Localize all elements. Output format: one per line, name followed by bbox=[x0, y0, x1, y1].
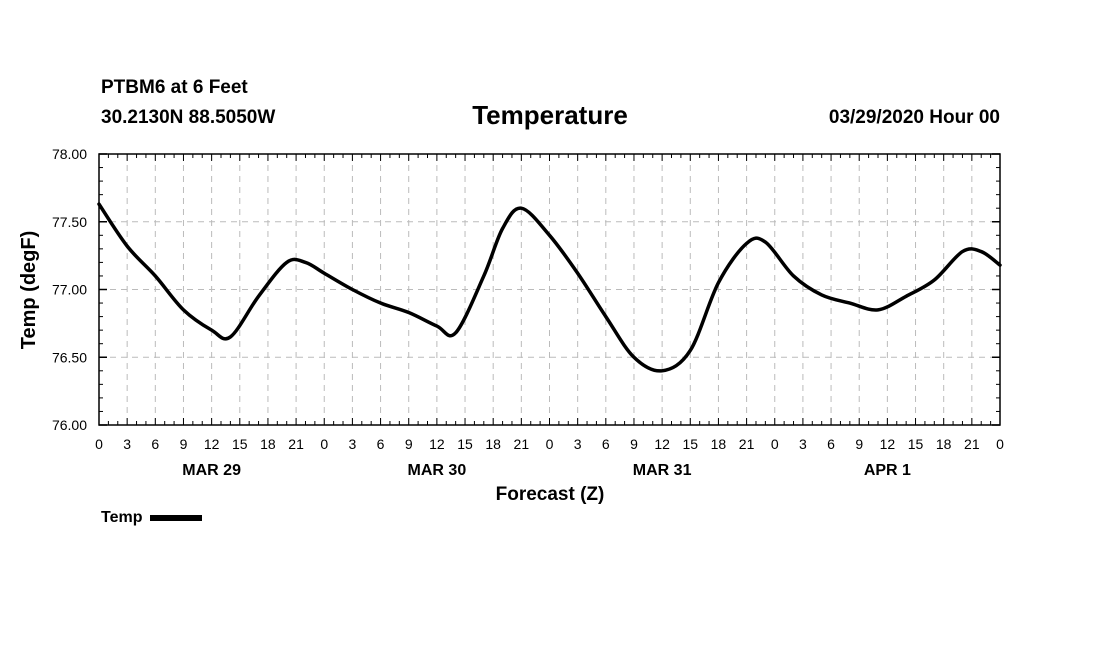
y-tick-label: 76.00 bbox=[52, 417, 87, 433]
x-tick-label: 9 bbox=[180, 436, 188, 452]
x-tick-label: 3 bbox=[574, 436, 582, 452]
x-tick-label: 18 bbox=[936, 436, 952, 452]
x-tick-label: 0 bbox=[546, 436, 554, 452]
x-tick-label: 12 bbox=[429, 436, 445, 452]
day-label: MAR 29 bbox=[182, 462, 241, 479]
x-tick-label: 21 bbox=[514, 436, 530, 452]
x-tick-label: 6 bbox=[827, 436, 835, 452]
chart-title: Temperature bbox=[472, 100, 628, 130]
day-label: APR 1 bbox=[864, 462, 911, 479]
legend-line-swatch bbox=[150, 515, 203, 521]
x-tick-label: 12 bbox=[204, 436, 220, 452]
x-tick-label: 0 bbox=[95, 436, 103, 452]
grid bbox=[99, 154, 1000, 425]
x-tick-label: 21 bbox=[288, 436, 304, 452]
x-tick-label: 21 bbox=[739, 436, 755, 452]
x-axis: 0 3 6 9 12 15 18 21 0 3 6 9 12 15 18 21 0 3 6 9 12 15 18 21 0 3 6 9… bbox=[95, 154, 1004, 452]
x-tick-label: 3 bbox=[799, 436, 807, 452]
forecast-datetime: 03/29/2020 Hour 00 bbox=[828, 107, 1000, 128]
x-tick-label: 12 bbox=[880, 436, 896, 452]
y-tick-label: 76.50 bbox=[52, 349, 87, 365]
x-tick-label: 18 bbox=[260, 436, 276, 452]
y-axis: 76.00 76.50 77.00 77.50 78.00 bbox=[52, 146, 1000, 433]
y-tick-label: 78.00 bbox=[52, 146, 87, 162]
legend-label: Temp bbox=[101, 509, 143, 526]
x-tick-label: 6 bbox=[151, 436, 159, 452]
station-coordinates: 30.2130N 88.5050W bbox=[101, 107, 276, 128]
x-tick-label: 6 bbox=[377, 436, 385, 452]
legend: Temp bbox=[101, 509, 203, 527]
x-tick-label: 18 bbox=[485, 436, 501, 452]
x-tick-label: 6 bbox=[602, 436, 610, 452]
x-tick-label: 15 bbox=[908, 436, 924, 452]
x-tick-label: 15 bbox=[232, 436, 248, 452]
y-axis-label: Temp (degF) bbox=[18, 231, 40, 350]
temp-series-line bbox=[97, 202, 1002, 373]
x-tick-label: 15 bbox=[457, 436, 473, 452]
x-axis-label: Forecast (Z) bbox=[496, 484, 605, 505]
x-tick-label: 9 bbox=[630, 436, 638, 452]
station-name: PTBM6 at 6 Feet bbox=[101, 77, 248, 98]
day-label: MAR 31 bbox=[633, 462, 692, 479]
x-tick-label: 3 bbox=[349, 436, 357, 452]
x-tick-label: 18 bbox=[711, 436, 727, 452]
x-tick-label: 12 bbox=[654, 436, 670, 452]
x-tick-label: 15 bbox=[682, 436, 698, 452]
x-tick-label: 0 bbox=[320, 436, 328, 452]
x-tick-label: 3 bbox=[123, 436, 131, 452]
day-labels: MAR 29 MAR 30 MAR 31 APR 1 bbox=[182, 462, 911, 479]
x-tick-label: 9 bbox=[855, 436, 863, 452]
x-tick-label: 0 bbox=[996, 436, 1004, 452]
x-tick-label: 9 bbox=[405, 436, 413, 452]
x-tick-label: 0 bbox=[771, 436, 779, 452]
y-tick-label: 77.50 bbox=[52, 214, 87, 230]
x-tick-label: 21 bbox=[964, 436, 980, 452]
y-tick-label: 77.00 bbox=[52, 282, 87, 298]
day-label: MAR 30 bbox=[408, 462, 467, 479]
